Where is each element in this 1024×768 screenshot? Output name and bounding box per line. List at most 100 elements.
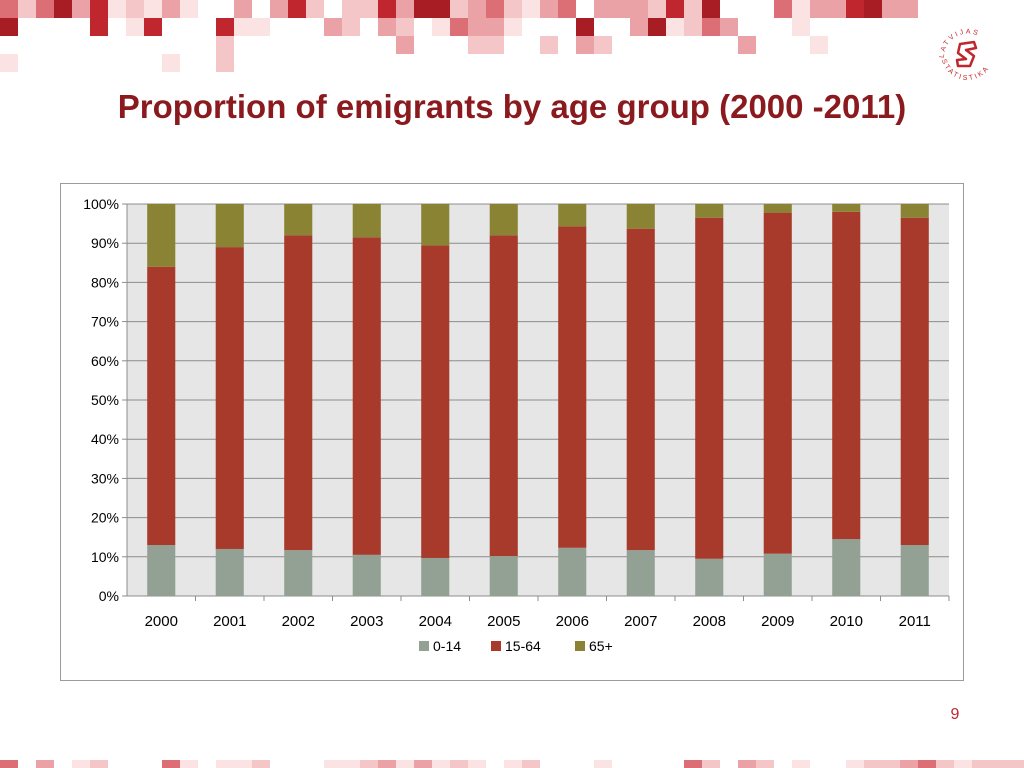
decorative-square (216, 18, 234, 36)
decorative-square (702, 760, 720, 768)
decorative-square (0, 0, 18, 18)
decorative-square (450, 760, 468, 768)
top-decorative-pattern (0, 0, 918, 72)
decorative-square (90, 0, 108, 18)
decorative-square (180, 0, 198, 18)
bar-segment-0-14 (695, 558, 724, 596)
decorative-square (594, 760, 612, 768)
decorative-square (684, 760, 702, 768)
x-tick-label: 2009 (761, 613, 794, 630)
bar-segment-65+ (215, 204, 244, 248)
decorative-square (846, 760, 864, 768)
legend-item-15-64: 15-64 (491, 638, 541, 654)
decorative-square (486, 0, 504, 18)
decorative-square (72, 0, 90, 18)
decorative-square (846, 0, 864, 18)
bar-segment-65+ (147, 204, 176, 267)
decorative-square (684, 18, 702, 36)
x-tick-label: 2006 (556, 613, 589, 630)
bar-segment-15-64 (695, 217, 724, 559)
decorative-square (414, 760, 432, 768)
x-tick-label: 2005 (487, 613, 520, 630)
bar-segment-15-64 (215, 247, 244, 549)
x-tick-label: 2004 (419, 613, 452, 630)
stacked-bar-chart: 0% 10% 20% 30% 40% 50% 60% 70% 80% 90% 100% 2000 200… (83, 196, 950, 654)
decorative-square (504, 760, 522, 768)
legend-swatch (575, 641, 585, 651)
x-tick-label: 2000 (145, 613, 178, 630)
decorative-square (900, 0, 918, 18)
legend-swatch (419, 641, 429, 651)
bar-segment-65+ (284, 204, 313, 236)
decorative-square (576, 18, 594, 36)
legend-swatch (491, 641, 501, 651)
decorative-square (648, 0, 666, 18)
decorative-square (594, 36, 612, 54)
bar-segment-0-14 (489, 556, 518, 596)
decorative-square (0, 54, 18, 72)
decorative-square (774, 0, 792, 18)
decorative-square (792, 760, 810, 768)
y-tick-label: 100% (83, 196, 119, 212)
bar-segment-0-14 (832, 539, 861, 596)
bar-segment-15-64 (421, 245, 450, 558)
decorative-square (954, 760, 972, 768)
decorative-square (900, 760, 918, 768)
decorative-square (288, 0, 306, 18)
decorative-square (468, 36, 486, 54)
decorative-square (792, 0, 810, 18)
decorative-square (36, 760, 54, 768)
decorative-square (828, 0, 846, 18)
x-tick-label: 2002 (282, 613, 315, 630)
decorative-square (126, 18, 144, 36)
slide-title: Proportion of emigrants by age group (20… (117, 88, 907, 125)
decorative-square (882, 760, 900, 768)
x-tick-label: 2008 (693, 613, 726, 630)
decorative-square (108, 0, 126, 18)
decorative-square (432, 760, 450, 768)
decorative-square (162, 0, 180, 18)
logo-s-mark-icon (955, 40, 978, 68)
x-tick-label: 2007 (624, 613, 657, 630)
bar-segment-15-64 (832, 211, 861, 540)
y-tick-label: 20% (91, 510, 119, 526)
decorative-square (396, 760, 414, 768)
decorative-square (540, 36, 558, 54)
y-tick-label: 80% (91, 274, 119, 290)
decorative-square (432, 0, 450, 18)
decorative-square (270, 0, 288, 18)
y-tick-label: 50% (91, 392, 119, 408)
decorative-square (18, 0, 36, 18)
decorative-square (810, 0, 828, 18)
decorative-square (882, 0, 900, 18)
decorative-square (558, 0, 576, 18)
decorative-square (234, 0, 252, 18)
bottom-decorative-pattern (0, 760, 1024, 768)
decorative-square (324, 18, 342, 36)
decorative-square (468, 0, 486, 18)
bar-segment-65+ (832, 204, 861, 212)
decorative-square (522, 760, 540, 768)
legend-label: 15-64 (505, 638, 541, 654)
decorative-square (342, 760, 360, 768)
bar-segment-15-64 (900, 217, 929, 546)
decorative-square (54, 0, 72, 18)
decorative-square (666, 0, 684, 18)
decorative-square (306, 0, 324, 18)
decorative-square (504, 0, 522, 18)
decorative-square (36, 0, 54, 18)
decorative-square (216, 760, 234, 768)
decorative-square (936, 760, 954, 768)
decorative-square (378, 760, 396, 768)
decorative-square (918, 760, 936, 768)
decorative-square (252, 18, 270, 36)
decorative-square (396, 36, 414, 54)
decorative-square (342, 0, 360, 18)
decorative-square (648, 18, 666, 36)
decorative-square (378, 0, 396, 18)
decorative-square (252, 760, 270, 768)
decorative-square (72, 760, 90, 768)
decorative-square (864, 760, 882, 768)
decorative-square (144, 18, 162, 36)
bar-segment-0-14 (284, 550, 313, 596)
